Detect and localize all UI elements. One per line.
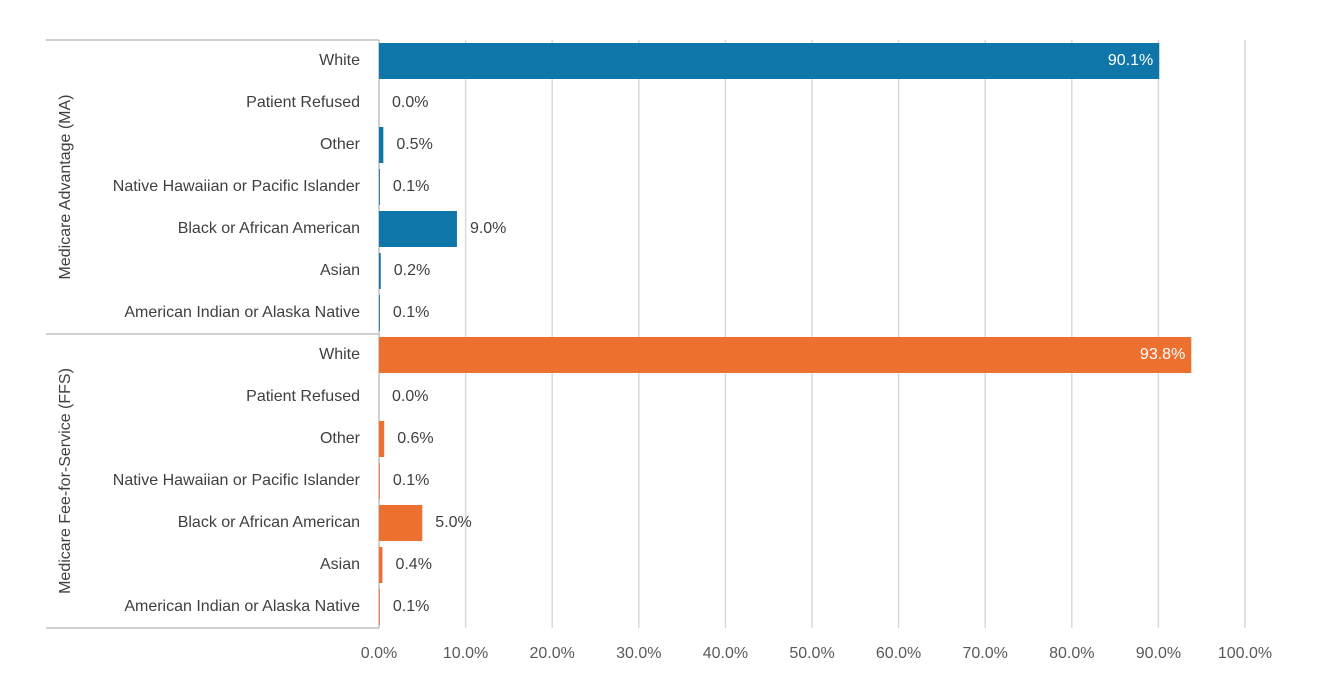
group-label: Medicare Advantage (MA): [57, 95, 74, 280]
category-label: Black or African American: [178, 220, 360, 237]
category-label: Patient Refused: [246, 94, 360, 111]
bar: [379, 505, 423, 541]
x-tick-label: 70.0%: [963, 645, 1008, 662]
x-tick-label: 90.0%: [1136, 645, 1181, 662]
gridlines: [464, 40, 1246, 628]
data-label: 0.0%: [392, 388, 428, 405]
bar: [379, 463, 380, 499]
x-tick-label: 100.0%: [1218, 645, 1272, 662]
data-label: 0.4%: [395, 556, 431, 573]
bar: [379, 43, 1160, 79]
category-label: White: [319, 346, 360, 363]
data-label: 0.1%: [393, 472, 429, 489]
x-tick-label: 0.0%: [361, 645, 397, 662]
bar: [379, 211, 457, 247]
x-tick-label: 20.0%: [530, 645, 575, 662]
axes: [46, 39, 380, 629]
bar: [379, 253, 381, 289]
category-label: Patient Refused: [246, 388, 360, 405]
category-label: Other: [320, 430, 361, 447]
category-label: American Indian or Alaska Native: [124, 304, 360, 321]
data-label: 0.1%: [393, 598, 429, 615]
category-label: Native Hawaiian or Pacific Islander: [113, 472, 361, 489]
category-label: American Indian or Alaska Native: [124, 598, 360, 615]
x-tick-label: 10.0%: [443, 645, 488, 662]
bar: [379, 127, 384, 163]
labels: 0.0% 10.0% 20.0% 30.0% 40.0% 50.0% 60.0% 70.0% 8…: [57, 52, 1272, 662]
bar: [379, 169, 380, 205]
x-tick-label: 60.0%: [876, 645, 921, 662]
bar: [379, 421, 385, 457]
data-label: 9.0%: [470, 220, 506, 237]
x-tick-label: 80.0%: [1049, 645, 1094, 662]
bar: [379, 295, 380, 331]
bar: [379, 547, 383, 583]
category-label: Asian: [320, 262, 360, 279]
group-label: Medicare Fee-for-Service (FFS): [57, 368, 74, 594]
data-label: 90.1%: [1108, 52, 1153, 69]
category-label: Native Hawaiian or Pacific Islander: [113, 178, 361, 195]
data-label: 0.5%: [396, 136, 432, 153]
x-tick-label: 50.0%: [789, 645, 834, 662]
data-label: 0.1%: [393, 178, 429, 195]
category-label: Black or African American: [178, 514, 360, 531]
data-label: 93.8%: [1140, 346, 1185, 363]
x-tick-label: 30.0%: [616, 645, 661, 662]
bar: [379, 337, 1192, 373]
bars: [379, 43, 1192, 625]
bar: [379, 589, 380, 625]
data-label: 0.2%: [394, 262, 430, 279]
data-label: 0.6%: [397, 430, 433, 447]
category-label: Other: [320, 136, 361, 153]
x-tick-label: 40.0%: [703, 645, 748, 662]
data-label: 0.0%: [392, 94, 428, 111]
data-label: 0.1%: [393, 304, 429, 321]
category-label: White: [319, 52, 360, 69]
category-label: Asian: [320, 556, 360, 573]
data-label: 5.0%: [435, 514, 471, 531]
